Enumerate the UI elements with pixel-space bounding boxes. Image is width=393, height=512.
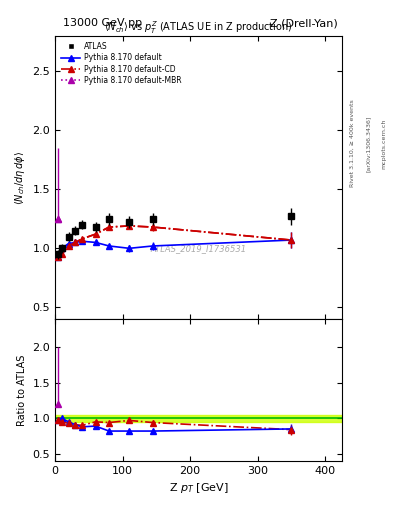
Text: [arXiv:1306.3436]: [arXiv:1306.3436] [365,115,371,172]
Text: ATLAS_2019_I1736531: ATLAS_2019_I1736531 [151,244,246,253]
Bar [55,415,342,422]
Y-axis label: $\langle N_{ch}/d\eta\, d\phi\rangle$: $\langle N_{ch}/d\eta\, d\phi\rangle$ [13,151,27,205]
Text: Rivet 3.1.10, ≥ 400k events: Rivet 3.1.10, ≥ 400k events [350,99,355,187]
Y-axis label: Ratio to ATLAS: Ratio to ATLAS [17,354,27,425]
Text: 13000 GeV pp: 13000 GeV pp [63,18,142,28]
Text: Z (Drell-Yan): Z (Drell-Yan) [270,18,338,28]
Title: $\langle N_{ch}\rangle$ vs $p_T^Z$ (ATLAS UE in Z production): $\langle N_{ch}\rangle$ vs $p_T^Z$ (ATLA… [104,19,293,36]
Legend: ATLAS, Pythia 8.170 default, Pythia 8.170 default-CD, Pythia 8.170 default-MBR: ATLAS, Pythia 8.170 default, Pythia 8.17… [59,39,184,87]
X-axis label: Z $p_T$ [GeV]: Z $p_T$ [GeV] [169,481,228,495]
Text: mcplots.cern.ch: mcplots.cern.ch [381,118,386,168]
